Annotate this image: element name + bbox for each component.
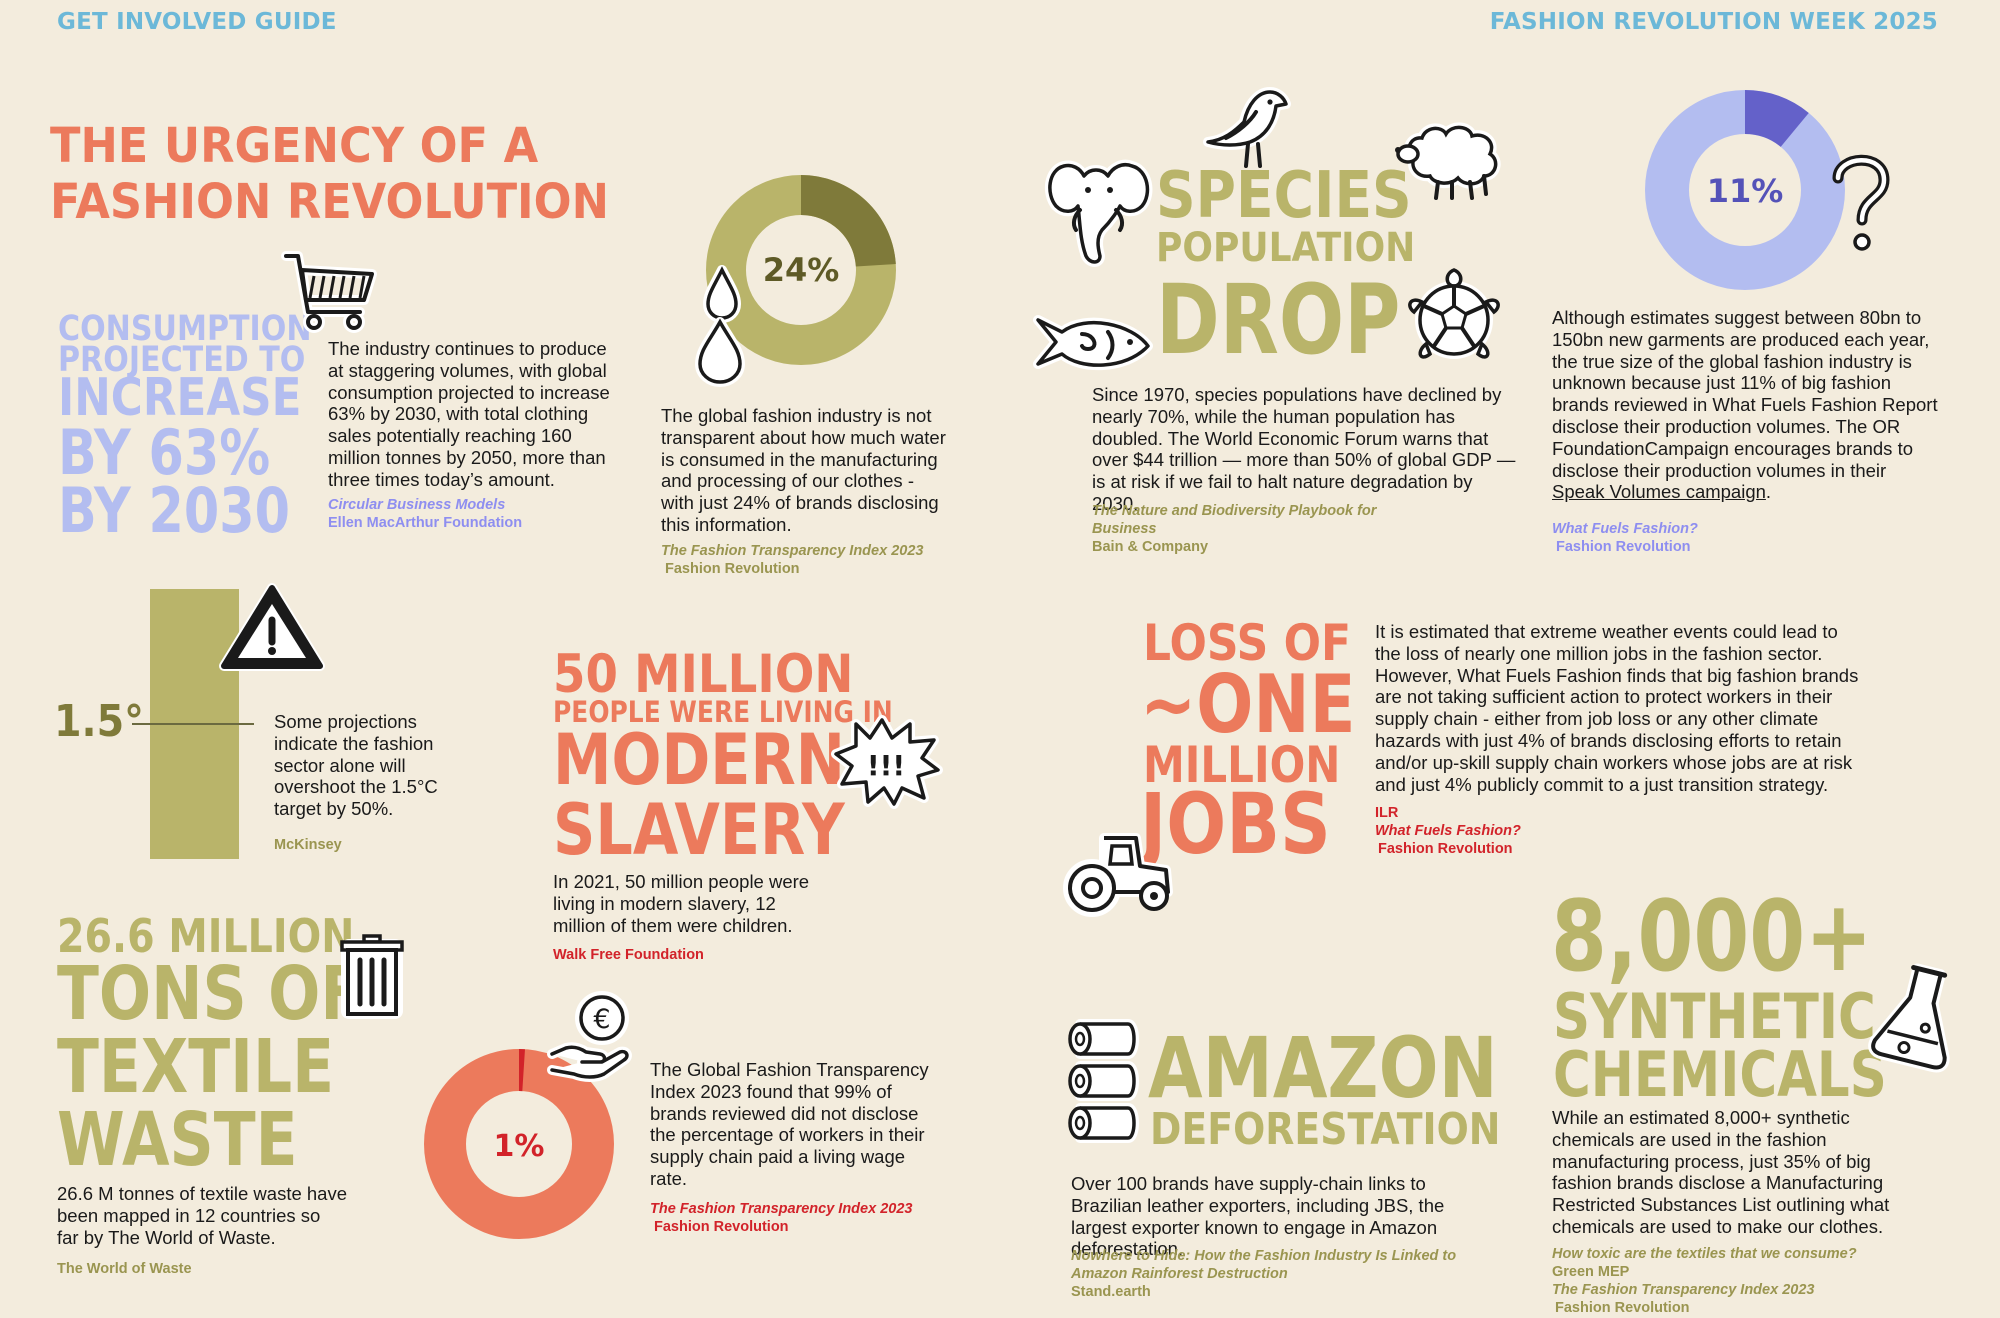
temperature-body: Some projections indicate the fashion se… — [274, 711, 438, 820]
consumption-body: The industry continues to produce at sta… — [328, 338, 610, 490]
slavery-heading-4: SLAVERY — [553, 789, 845, 871]
species-body: Since 1970, species populations have dec… — [1092, 384, 1516, 514]
chemicals-body: While an estimated 8,000+ synthetic chem… — [1552, 1107, 1890, 1237]
jobs-heading-4: JOBS — [1140, 775, 1331, 873]
wage-donut-chart: 1% — [424, 1049, 614, 1239]
production-source-org: Fashion Revolution — [1556, 539, 1691, 555]
production-percent-label: 11% — [1707, 172, 1784, 210]
consumption-heading-4: BY 63% — [58, 416, 271, 489]
species-heading-2: POPULATION — [1156, 225, 1416, 271]
chemicals-heading-1: 8,000+ — [1551, 880, 1873, 994]
species-heading-3: DROP — [1156, 264, 1401, 376]
jobs-body: It is estimated that extreme weather eve… — [1375, 621, 1859, 795]
logs-icon — [1068, 1019, 1139, 1143]
species-source-title: The Nature and Biodiversity Playbook for… — [1092, 503, 1377, 537]
consumption-heading-1: CONSUMPTION — [58, 309, 312, 349]
temperature-marker-line — [132, 723, 254, 725]
water-source-org: Fashion Revolution — [665, 561, 800, 577]
slavery-heading-2: PEOPLE WERE LIVING IN — [553, 695, 893, 729]
exclamation-bubble-text: !!! — [867, 749, 905, 782]
jobs-source-title: What Fuels Fashion? — [1375, 823, 1521, 839]
week-label: FASHION REVOLUTION WEEK 2025 — [1489, 9, 1938, 35]
consumption-heading-2: PROJECTED TO — [58, 340, 306, 380]
water-body: The global fashion industry is not trans… — [661, 405, 946, 535]
slavery-heading-1: 50 MILLION — [553, 644, 854, 705]
jobs-source-org: Fashion Revolution — [1378, 841, 1513, 857]
species-source-org: Bain & Company — [1092, 539, 1209, 555]
fish-icon — [1033, 315, 1153, 371]
amazon-body: Over 100 brands have supply-chain links … — [1071, 1173, 1445, 1260]
slavery-heading-3: MODERN — [553, 719, 845, 801]
guide-label: GET INVOLVED GUIDE — [57, 9, 337, 35]
shopping-cart-icon — [281, 251, 377, 333]
water-source-title: The Fashion Transparency Index 2023 — [661, 543, 924, 559]
slavery-body: In 2021, 50 million people were living i… — [553, 871, 810, 936]
hand-coin-icon: € — [547, 991, 632, 1082]
turtle-icon — [1408, 268, 1500, 359]
temperature-value-label: 1.5° — [54, 696, 144, 747]
tractor-icon — [1063, 833, 1173, 917]
jobs-source-1: ILR — [1375, 805, 1399, 821]
chemicals-heading-3: CHEMICALS — [1553, 1038, 1887, 1111]
chemicals-source-title-2: The Fashion Transparency Index 2023 — [1552, 1282, 1815, 1298]
flask-icon — [1868, 963, 1950, 1073]
waste-heading-4: WASTE — [57, 1097, 298, 1183]
chemicals-heading-2: SYNTHETIC — [1553, 980, 1876, 1053]
water-percent-label: 24% — [763, 251, 840, 289]
slavery-source: Walk Free Foundation — [553, 947, 704, 963]
production-source-title: What Fuels Fashion? — [1552, 521, 1698, 537]
consumption-source-org: Ellen MacArthur Foundation — [328, 515, 523, 531]
consumption-heading-5: BY 2030 — [58, 474, 290, 547]
trash-can-icon — [340, 934, 404, 1019]
waste-body: 26.6 M tonnes of textile waste have been… — [57, 1183, 348, 1248]
species-heading-1: SPECIES — [1156, 159, 1412, 233]
waste-heading-3: TEXTILE — [57, 1024, 335, 1110]
amazon-heading-1: AMAZON — [1148, 1019, 1498, 1117]
waste-heading-2: TONS OF — [57, 951, 363, 1037]
wage-percent-label: 1% — [494, 1129, 545, 1164]
water-donut-slice — [800, 175, 896, 268]
jobs-heading-2: ~ONE — [1140, 658, 1356, 751]
title-line-1: THE URGENCY OF A — [50, 118, 539, 174]
temperature-source: McKinsey — [274, 837, 342, 853]
production-donut-slice — [1744, 90, 1809, 148]
bird-icon — [1203, 87, 1291, 168]
warning-icon — [219, 583, 325, 671]
chemicals-source-org-1: Green MEP — [1552, 1264, 1630, 1280]
production-body: Although estimates suggest between 80bn … — [1552, 307, 1938, 503]
chemicals-source-org-2: Fashion Revolution — [1555, 1300, 1690, 1316]
sheep-icon — [1395, 122, 1501, 200]
speak-volumes-link[interactable]: Speak Volumes campaign — [1552, 481, 1766, 503]
amazon-source-org: Stand.earth — [1071, 1284, 1151, 1300]
chemicals-source-title-1: How toxic are the textiles that we consu… — [1552, 1246, 1857, 1262]
exclamation-bubble-icon: !!! — [831, 715, 943, 809]
amazon-source-title: Nowhere to Hide: How the Fashion Industr… — [1071, 1248, 1457, 1282]
title-line-2: FASHION REVOLUTION — [50, 174, 609, 230]
amazon-heading-2: DEFORESTATION — [1150, 1104, 1501, 1155]
coin-symbol: € — [593, 1004, 610, 1035]
wage-source-org: Fashion Revolution — [654, 1219, 789, 1235]
question-mark-icon — [1832, 154, 1890, 251]
jobs-heading-1: LOSS OF — [1143, 614, 1352, 672]
production-donut-chart: 11% — [1645, 90, 1845, 290]
jobs-heading-3: MILLION — [1143, 736, 1341, 794]
wage-body: The Global Fashion Transparency Index 20… — [650, 1059, 929, 1189]
waste-source: The World of Waste — [57, 1261, 192, 1277]
water-drops-icon — [695, 265, 745, 387]
wage-source-title: The Fashion Transparency Index 2023 — [650, 1201, 913, 1217]
consumption-source-title: Circular Business Models — [328, 497, 506, 513]
elephant-icon — [1044, 159, 1153, 267]
waste-heading-1: 26.6 MILLION — [57, 909, 355, 963]
consumption-heading-3: INCREASE — [58, 368, 302, 428]
